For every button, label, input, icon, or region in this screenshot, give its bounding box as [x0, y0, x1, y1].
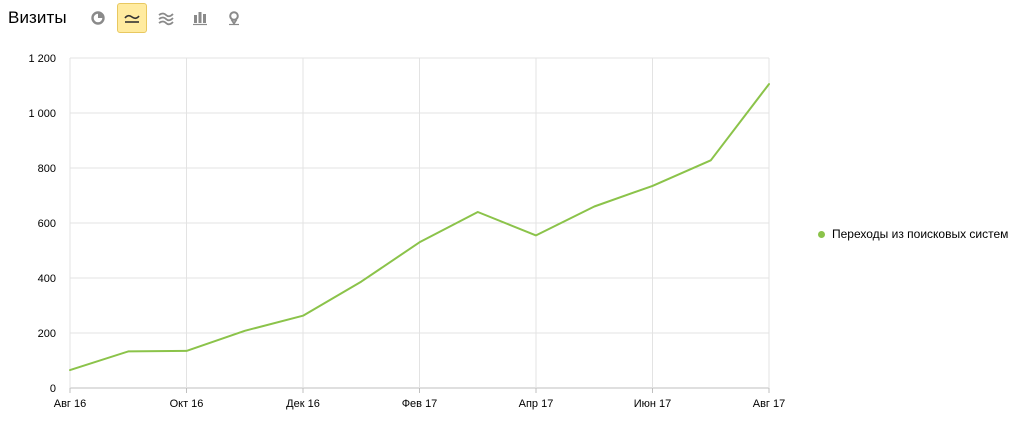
area-chart-icon: [158, 12, 174, 26]
chart-series: [69, 83, 770, 372]
chart-title: Визиты: [8, 8, 67, 27]
series-line: [69, 83, 770, 372]
y-tick-label: 800: [38, 163, 56, 175]
y-tick-label: 1 000: [28, 108, 56, 120]
legend-item[interactable]: Переходы из поисковых систем: [818, 227, 1008, 241]
y-tick-label: 400: [38, 273, 56, 285]
pie-chart-icon: [91, 11, 105, 25]
line-chart: 0 200 400 600 800 1 000 1 200 Авг 16 Окт 16 Дек …: [28, 53, 785, 410]
y-tick-label: 1 200: [28, 53, 56, 65]
x-tick-label: Фев 17: [402, 398, 438, 410]
bar-chart-button[interactable]: [185, 3, 215, 33]
x-axis-labels: Авг 16 Окт 16 Дек 16 Фев 17 Апр 17 Июн 17 Авг …: [54, 398, 785, 410]
area-chart-button[interactable]: [151, 3, 181, 33]
y-axis-labels: 0 200 400 600 800 1 000 1 200: [28, 53, 56, 395]
line-chart-button[interactable]: [116, 3, 147, 33]
legend-label: Переходы из поисковых систем: [832, 227, 1009, 241]
line-chart-icon: [124, 14, 140, 23]
y-tick-label: 200: [38, 328, 56, 340]
pie-chart-button[interactable]: [83, 3, 113, 33]
map-button[interactable]: [219, 3, 249, 33]
x-tick-label: Авг 16: [54, 398, 86, 410]
x-tick-label: Апр 17: [519, 398, 554, 410]
chart-grid: [69, 57, 770, 393]
chart-toolbar: Визиты: [8, 2, 253, 34]
y-tick-label: 600: [38, 218, 56, 230]
x-tick-label: Июн 17: [634, 398, 672, 410]
x-tick-label: Дек 16: [286, 398, 320, 410]
legend-marker: [818, 230, 825, 238]
x-tick-label: Авг 17: [753, 398, 785, 410]
map-pin-icon: [228, 11, 239, 26]
bar-chart-icon: [192, 12, 207, 26]
x-tick-label: Окт 16: [170, 398, 204, 410]
y-tick-label: 0: [50, 383, 56, 395]
